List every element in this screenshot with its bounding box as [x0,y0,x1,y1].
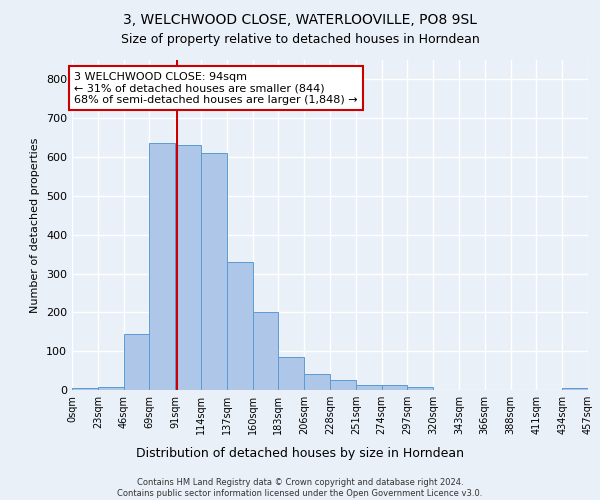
Bar [201,153,227,390]
Bar [330,380,356,390]
Bar [562,388,588,390]
Text: Size of property relative to detached houses in Horndean: Size of property relative to detached ho… [121,32,479,46]
Bar [124,334,149,390]
Text: 3, WELCHWOOD CLOSE, WATERLOOVILLE, PO8 9SL: 3, WELCHWOOD CLOSE, WATERLOOVILLE, PO8 9… [123,12,477,26]
Bar [356,386,382,390]
Bar [382,386,407,390]
Bar [278,357,304,390]
Bar [304,374,330,390]
Text: Contains HM Land Registry data © Crown copyright and database right 2024.
Contai: Contains HM Land Registry data © Crown c… [118,478,482,498]
Text: Distribution of detached houses by size in Horndean: Distribution of detached houses by size … [136,448,464,460]
Y-axis label: Number of detached properties: Number of detached properties [31,138,40,312]
Bar [175,146,201,390]
Bar [98,387,124,390]
Text: 3 WELCHWOOD CLOSE: 94sqm
← 31% of detached houses are smaller (844)
68% of semi-: 3 WELCHWOOD CLOSE: 94sqm ← 31% of detach… [74,72,358,105]
Bar [253,312,278,390]
Bar [72,388,98,390]
Bar [227,262,253,390]
Bar [407,387,433,390]
Bar [149,142,175,390]
